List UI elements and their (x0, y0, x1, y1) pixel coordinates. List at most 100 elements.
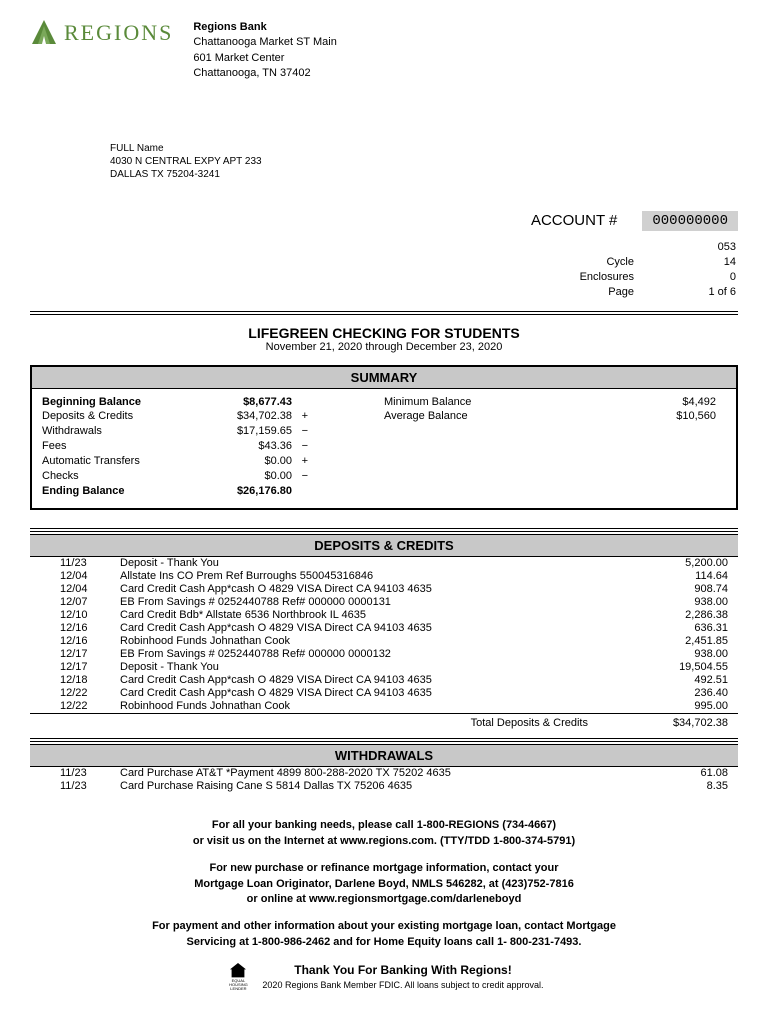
tx-date: 12/22 (30, 700, 120, 714)
footer-p1b: or visit us on the Internet at www.regio… (193, 835, 575, 847)
summary-sign (292, 395, 308, 410)
tx-desc: Robinhood Funds Johnathan Cook (120, 700, 628, 714)
tx-date: 12/10 (30, 609, 120, 622)
statement-page: REGIONS Regions Bank Chattanooga Market … (0, 0, 768, 1012)
tx-desc: EB From Savings # 0252440788 Ref# 000000… (120, 648, 628, 661)
tx-amount: 114.64 (628, 570, 738, 583)
account-label: ACCOUNT # (531, 212, 617, 229)
recipient-addr-1: 4030 N CENTRAL EXPY APT 233 (110, 155, 738, 168)
tx-amount: 2,451.85 (628, 635, 738, 648)
tx-date: 11/23 (30, 557, 120, 570)
regions-logo-icon (30, 20, 58, 46)
footer-thanks: Thank You For Banking With Regions! (262, 962, 543, 979)
meta-value: 0 (676, 271, 736, 284)
footer-p2b: Mortgage Loan Originator, Darlene Boyd, … (194, 878, 574, 890)
meta-value: 053 (676, 241, 736, 254)
tx-date: 12/17 (30, 661, 120, 674)
bank-name: Regions Bank (193, 20, 336, 35)
transaction-row: 12/07EB From Savings # 0252440788 Ref# 0… (30, 596, 738, 609)
summary-row: Average Balance$10,560 (384, 409, 726, 424)
recipient-addr-2: DALLAS TX 75204-3241 (110, 168, 738, 181)
meta-block: 053Cycle14Enclosures0Page1 of 6 (30, 239, 738, 301)
summary-label: Average Balance (384, 409, 534, 424)
summary-left: Beginning Balance$8,677.43Deposits & Cre… (42, 395, 384, 499)
summary-row: Ending Balance$26,176.80 (42, 484, 384, 499)
tx-amount: 492.51 (628, 674, 738, 687)
tx-date: 12/17 (30, 648, 120, 661)
equal-housing-lender-icon: EQUAL HOUSINGLENDER (224, 963, 252, 991)
footer-p2a: For new purchase or refinance mortgage i… (209, 862, 558, 874)
tx-date: 12/16 (30, 622, 120, 635)
thanks-block: Thank You For Banking With Regions! 2020… (262, 962, 543, 991)
meta-label: Enclosures (580, 271, 674, 284)
footer: For all your banking needs, please call … (30, 818, 738, 991)
summary-row: Checks$0.00− (42, 469, 384, 484)
footer-p3b: Servicing at 1-800-986-2462 and for Home… (187, 936, 582, 948)
meta-row: Page1 of 6 (580, 286, 736, 299)
tx-desc: Card Credit Bdb* Allstate 6536 Northbroo… (120, 609, 628, 622)
transaction-row: 11/23Card Purchase AT&T *Payment 4899 80… (30, 767, 738, 780)
total-label: Total Deposits & Credits (120, 714, 628, 731)
tx-amount: 236.40 (628, 687, 738, 700)
transaction-row: 12/22Card Credit Cash App*cash O 4829 VI… (30, 687, 738, 700)
summary-row: Beginning Balance$8,677.43 (42, 395, 384, 410)
summary-label: Beginning Balance (42, 395, 192, 410)
bank-address: Regions Bank Chattanooga Market ST Main … (193, 20, 336, 82)
summary-sign: − (292, 439, 308, 454)
tx-desc: Card Credit Cash App*cash O 4829 VISA Di… (120, 583, 628, 596)
meta-row: Enclosures0 (580, 271, 736, 284)
tx-desc: Deposit - Thank You (120, 557, 628, 570)
transaction-row: 12/17EB From Savings # 0252440788 Ref# 0… (30, 648, 738, 661)
summary-row: Fees$43.36− (42, 439, 384, 454)
tx-amount: 908.74 (628, 583, 738, 596)
bank-addr-3: Chattanooga, TN 37402 (193, 66, 336, 81)
summary-row: Minimum Balance$4,492 (384, 395, 726, 410)
summary-row: Withdrawals$17,159.65− (42, 424, 384, 439)
summary-label: Withdrawals (42, 424, 192, 439)
transaction-row: 12/04Allstate Ins CO Prem Ref Burroughs … (30, 570, 738, 583)
tx-desc: Card Purchase AT&T *Payment 4899 800-288… (120, 767, 628, 780)
summary-sign (292, 484, 308, 499)
transaction-row: 12/16Card Credit Cash App*cash O 4829 VI… (30, 622, 738, 635)
statement-title: LIFEGREEN CHECKING FOR STUDENTS (30, 325, 738, 341)
tx-date: 12/04 (30, 583, 120, 596)
withdrawals-heading: WITHDRAWALS (30, 744, 738, 767)
meta-row: Cycle14 (580, 256, 736, 269)
meta-label: Page (580, 286, 674, 299)
tx-amount: 61.08 (628, 767, 738, 780)
tx-amount: 2,286.38 (628, 609, 738, 622)
lender-row: EQUAL HOUSINGLENDER Thank You For Bankin… (30, 962, 738, 991)
summary-heading: SUMMARY (32, 367, 736, 389)
logo: REGIONS (30, 20, 173, 46)
tx-desc: Card Credit Cash App*cash O 4829 VISA Di… (120, 674, 628, 687)
bank-addr-1: Chattanooga Market ST Main (193, 35, 336, 50)
meta-value: 14 (676, 256, 736, 269)
summary-sign: − (292, 424, 308, 439)
transaction-row: 12/18Card Credit Cash App*cash O 4829 VI… (30, 674, 738, 687)
meta-label: Cycle (580, 256, 674, 269)
summary-value: $43.36 (192, 439, 292, 454)
tx-desc: Card Purchase Raising Cane S 5814 Dallas… (120, 780, 628, 793)
summary-value: $34,702.38 (192, 409, 292, 424)
meta-row: 053 (580, 241, 736, 254)
summary-label: Ending Balance (42, 484, 192, 499)
summary-value: $10,560 (534, 409, 726, 424)
tx-amount: 636.31 (628, 622, 738, 635)
transaction-row: 11/23Deposit - Thank You5,200.00 (30, 557, 738, 570)
summary-value: $8,677.43 (192, 395, 292, 410)
divider (30, 738, 738, 742)
meta-table: 053Cycle14Enclosures0Page1 of 6 (578, 239, 738, 301)
transaction-row: 12/04Card Credit Cash App*cash O 4829 VI… (30, 583, 738, 596)
tx-desc: Card Credit Cash App*cash O 4829 VISA Di… (120, 687, 628, 700)
tx-amount: 8.35 (628, 780, 738, 793)
title-block: LIFEGREEN CHECKING FOR STUDENTS November… (30, 325, 738, 353)
tx-amount: 938.00 (628, 648, 738, 661)
recipient-address: FULL Name 4030 N CENTRAL EXPY APT 233 DA… (110, 142, 738, 181)
tx-date: 11/23 (30, 767, 120, 780)
summary-sign: + (292, 454, 308, 469)
transaction-row: 12/22Robinhood Funds Johnathan Cook995.0… (30, 700, 738, 714)
deposits-section: DEPOSITS & CREDITS 11/23Deposit - Thank … (30, 534, 738, 730)
summary-sign: + (292, 409, 308, 424)
statement-period: November 21, 2020 through December 23, 2… (30, 341, 738, 353)
summary-value: $0.00 (192, 454, 292, 469)
